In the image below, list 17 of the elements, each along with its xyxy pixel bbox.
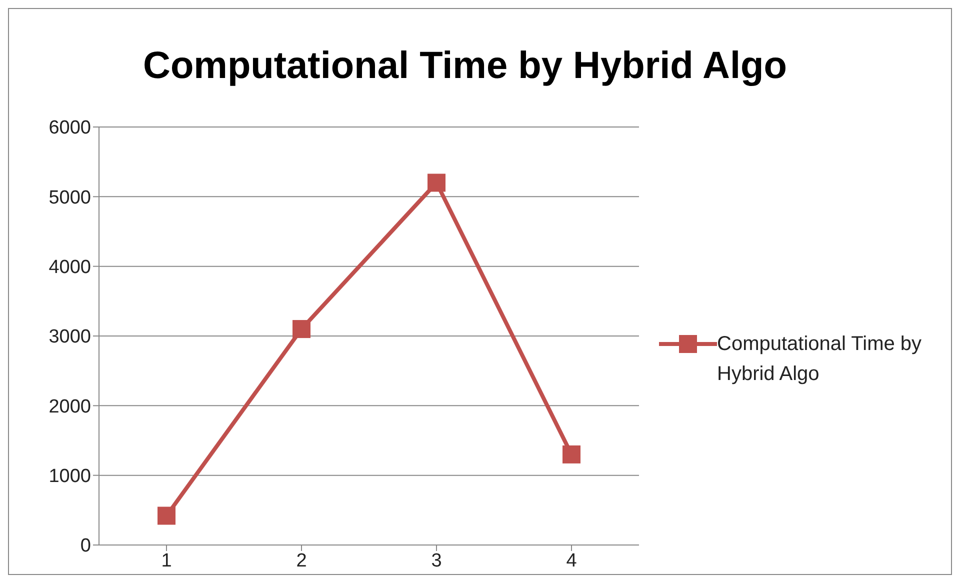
point [292, 320, 310, 338]
point [428, 174, 446, 192]
chart-title: Computational Time by Hybrid Algo [142, 44, 788, 89]
y-tick-label: 4000 [48, 257, 91, 278]
legend-label: Computational Time by Hybrid Algo [717, 332, 923, 386]
x-tick-label: 3 [431, 550, 442, 572]
y-tick-label: 3000 [48, 326, 91, 348]
y-tick-label: 2000 [48, 396, 91, 418]
y-tick-label: 1000 [48, 466, 91, 488]
x-tick-label: 4 [566, 550, 578, 572]
point [158, 506, 176, 525]
y-tick-label: 6000 [48, 118, 91, 139]
x-tick-label: 2 [296, 550, 307, 572]
point [562, 445, 580, 464]
y-tick-label: 5000 [48, 187, 91, 208]
y-tick-label: 0 [80, 536, 91, 557]
x-tick-label: 1 [161, 550, 172, 572]
